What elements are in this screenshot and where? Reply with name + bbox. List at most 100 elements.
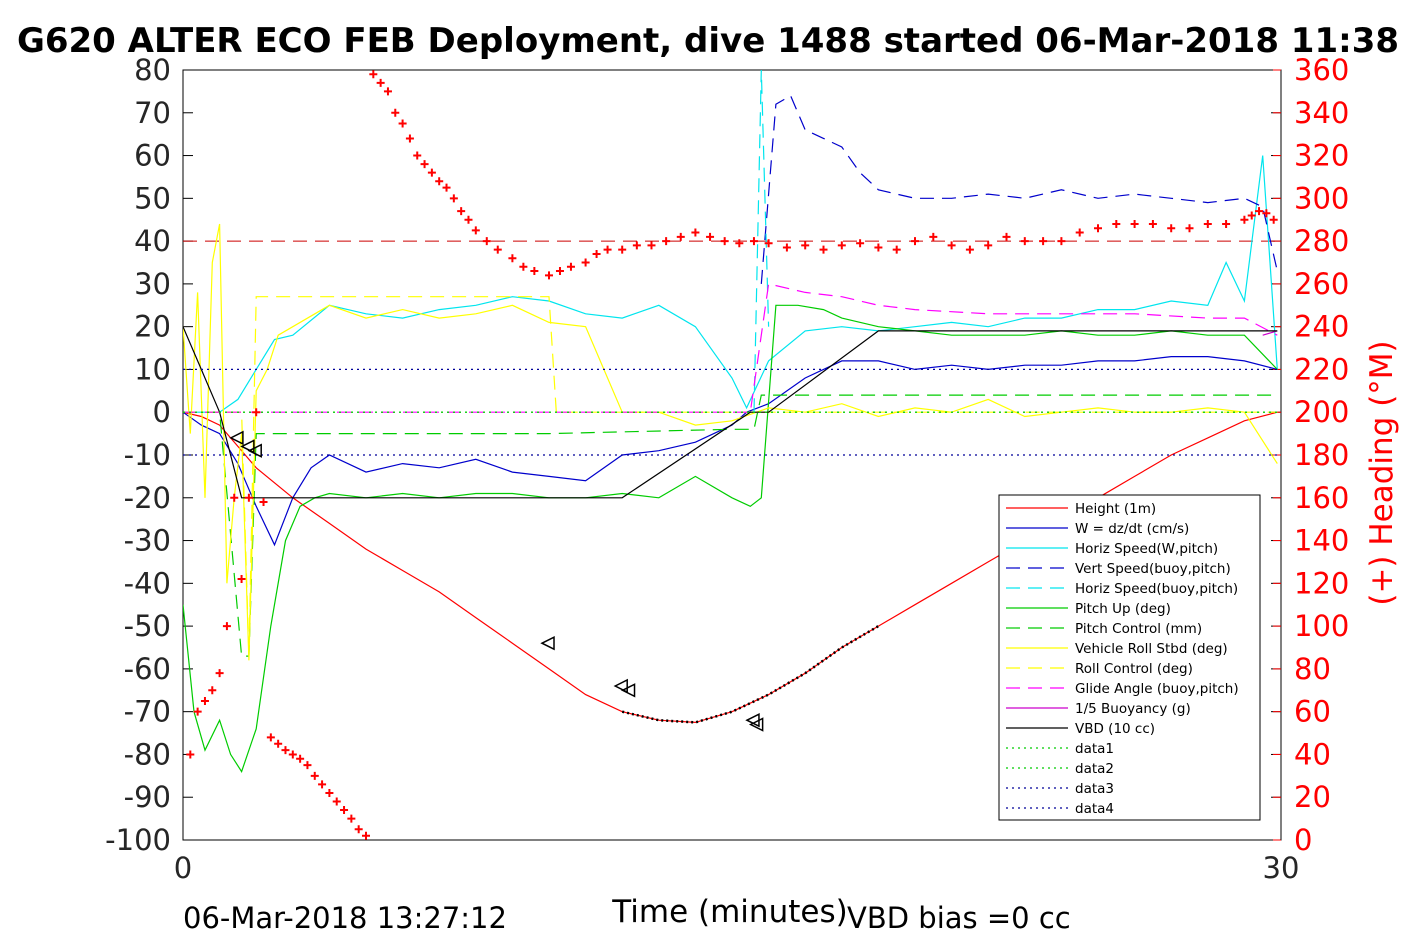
right-tick-label: 140	[1294, 524, 1349, 558]
right-tick-label: 160	[1294, 481, 1349, 515]
heading-point	[874, 243, 883, 252]
legend: Height (1m) W = dz/dt (cm/s) Horiz Speed(W…	[998, 494, 1261, 821]
heading-point	[662, 237, 671, 246]
heading-point	[691, 228, 700, 237]
event-marker	[240, 439, 255, 454]
left-tick-label: 30	[134, 267, 171, 301]
right-tick-label: 0	[1294, 823, 1312, 857]
heading-point	[965, 245, 974, 254]
legend-label: Pitch Control (mm)	[1075, 621, 1202, 637]
series-line-9	[183, 283, 1278, 413]
legend-label: data3	[1075, 781, 1114, 797]
heading-point	[347, 814, 356, 823]
heading-point	[362, 831, 370, 840]
right-tick-label: 340	[1294, 96, 1349, 130]
heading-point	[354, 825, 363, 834]
heading-point	[735, 239, 744, 248]
heading-point	[310, 771, 319, 780]
right-tick-label: 100	[1294, 609, 1349, 643]
series-line-11	[183, 326, 1278, 499]
heading-point	[208, 686, 217, 695]
event-marker	[613, 678, 628, 694]
right-tick-label: 180	[1294, 438, 1349, 472]
heading-point	[1203, 220, 1212, 228]
heading-point	[1075, 228, 1084, 237]
right-tick-label: 320	[1294, 139, 1349, 173]
heading-point	[405, 134, 414, 143]
right-tick-label: 360	[1294, 53, 1349, 87]
heading-point	[303, 761, 312, 770]
legend-label: Vehicle Roll Stbd (deg)	[1075, 641, 1228, 657]
heading-point	[764, 239, 773, 248]
heading-point	[819, 245, 828, 254]
left-tick-label: -10	[124, 438, 171, 472]
heading-point	[947, 241, 956, 250]
heading-point	[1222, 220, 1231, 228]
right-tick-label: 60	[1294, 695, 1331, 729]
series-line-7	[183, 223, 1278, 661]
legend-label: Height (1m)	[1075, 501, 1156, 517]
heading-point	[892, 245, 901, 254]
heading-point	[259, 498, 268, 507]
left-tick-label: 40	[134, 224, 171, 258]
series-line-10	[1262, 330, 1278, 336]
heading-point	[603, 245, 612, 254]
heading-point	[592, 249, 601, 258]
right-tick-label: 240	[1294, 310, 1349, 344]
heading-point	[1247, 211, 1256, 220]
right-tick-label: 280	[1294, 224, 1349, 258]
left-tick-label: -60	[124, 652, 171, 686]
event-marker	[620, 683, 636, 698]
left-tick-label: 60	[134, 139, 171, 173]
legend-label: 1/5 Buoyancy (g)	[1075, 701, 1191, 717]
legend-label: Horiz Speed(buoy,pitch)	[1075, 581, 1238, 597]
right-tick-label: 40	[1294, 737, 1331, 771]
marker-layer	[229, 430, 764, 732]
heading-point	[566, 262, 575, 271]
heading-point	[296, 754, 305, 763]
series-line-5	[183, 304, 1278, 773]
event-marker	[229, 430, 244, 446]
x-tick-label: 30	[1263, 851, 1300, 885]
heading-layer	[186, 70, 1278, 840]
footer-date: 06-Mar-2018 13:27:12	[183, 901, 507, 935]
heading-point	[911, 237, 919, 246]
heading-point	[420, 160, 429, 169]
right-tick-label: 80	[1294, 652, 1331, 686]
legend-label: Roll Control (deg)	[1075, 661, 1193, 677]
heading-point	[801, 241, 810, 250]
legend-box	[998, 494, 1261, 821]
heading-point	[545, 271, 553, 280]
x-axis-ticks: 0 30	[174, 830, 1300, 885]
heading-point	[1167, 224, 1176, 233]
heading-point	[266, 733, 275, 742]
heading-point	[1262, 209, 1271, 218]
heading-point	[1112, 220, 1121, 228]
heading-point	[782, 243, 791, 252]
heading-point	[555, 267, 564, 276]
series-layer	[183, 70, 1278, 773]
left-tick-label: -50	[124, 609, 171, 643]
left-tick-label: 70	[134, 96, 171, 130]
heading-point	[325, 788, 334, 797]
heading-point	[230, 493, 239, 502]
heading-point	[288, 750, 297, 759]
heading-point	[482, 237, 491, 246]
series-line-2	[183, 155, 1278, 413]
left-tick-label: -30	[124, 524, 171, 558]
footer-vbd-bias: VBD bias =0 cc	[847, 901, 1071, 935]
heading-point	[237, 575, 246, 584]
heading-point	[1240, 215, 1249, 224]
series-line-8	[183, 296, 1278, 657]
heading-point	[508, 254, 517, 263]
heading-point	[464, 215, 473, 224]
heading-point	[471, 226, 480, 235]
right-tick-label: 120	[1294, 566, 1349, 600]
right-tick-label: 220	[1294, 352, 1349, 386]
heading-point	[837, 241, 846, 250]
heading-point	[519, 262, 528, 271]
left-tick-label: -70	[124, 695, 171, 729]
heading-point	[383, 87, 392, 96]
heading-point	[332, 797, 341, 806]
left-tick-label: 10	[134, 352, 171, 386]
